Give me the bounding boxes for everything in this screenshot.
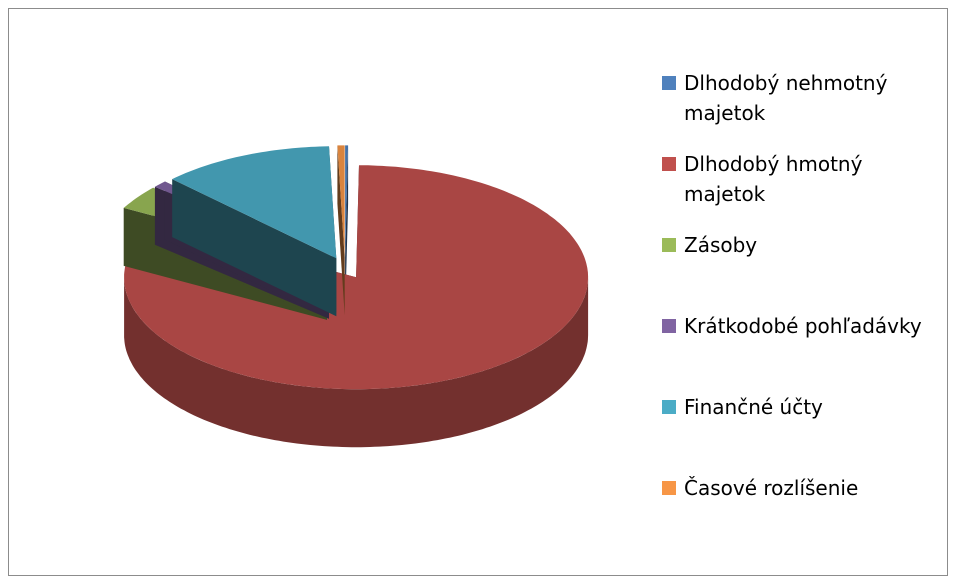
legend-label: Časové rozlíšenie [684, 476, 859, 500]
slice-wall [337, 145, 345, 316]
legend-label: Dlhodobý nehmotný majetok [684, 71, 888, 125]
legend-item: Dlhodobý hmotný majetok [662, 149, 942, 230]
slice-top [337, 145, 345, 258]
pie-slice [337, 145, 345, 316]
legend-swatch [662, 319, 676, 333]
legend-label: Dlhodobý hmotný majetok [684, 152, 863, 206]
slice-wall [172, 179, 337, 317]
pie-slice [345, 145, 349, 316]
slice-top [172, 146, 337, 259]
legend-item: Časové rozlíšenie [662, 473, 942, 554]
pie-slice [172, 146, 337, 317]
legend: Dlhodobý nehmotný majetok Dlhodobý hmotný… [662, 68, 942, 554]
legend-swatch [662, 76, 676, 90]
slice-wall [345, 145, 349, 316]
legend-item: Dlhodobý nehmotný majetok [662, 68, 942, 149]
legend-swatch [662, 481, 676, 495]
legend-item: Finančné účty [662, 392, 942, 473]
legend-label: Zásoby [684, 233, 758, 257]
legend-swatch [662, 157, 676, 171]
legend-swatch [662, 400, 676, 414]
legend-item: Krátkodobé pohľadávky [662, 311, 942, 392]
slice-side [124, 277, 589, 448]
legend-label: Finančné účty [684, 395, 823, 419]
legend-item: Zásoby [662, 230, 942, 311]
slice-top [345, 145, 349, 258]
legend-label: Krátkodobé pohľadávky [684, 314, 922, 338]
chart-frame [8, 8, 948, 576]
legend-swatch [662, 238, 676, 252]
slice-top [124, 165, 589, 390]
